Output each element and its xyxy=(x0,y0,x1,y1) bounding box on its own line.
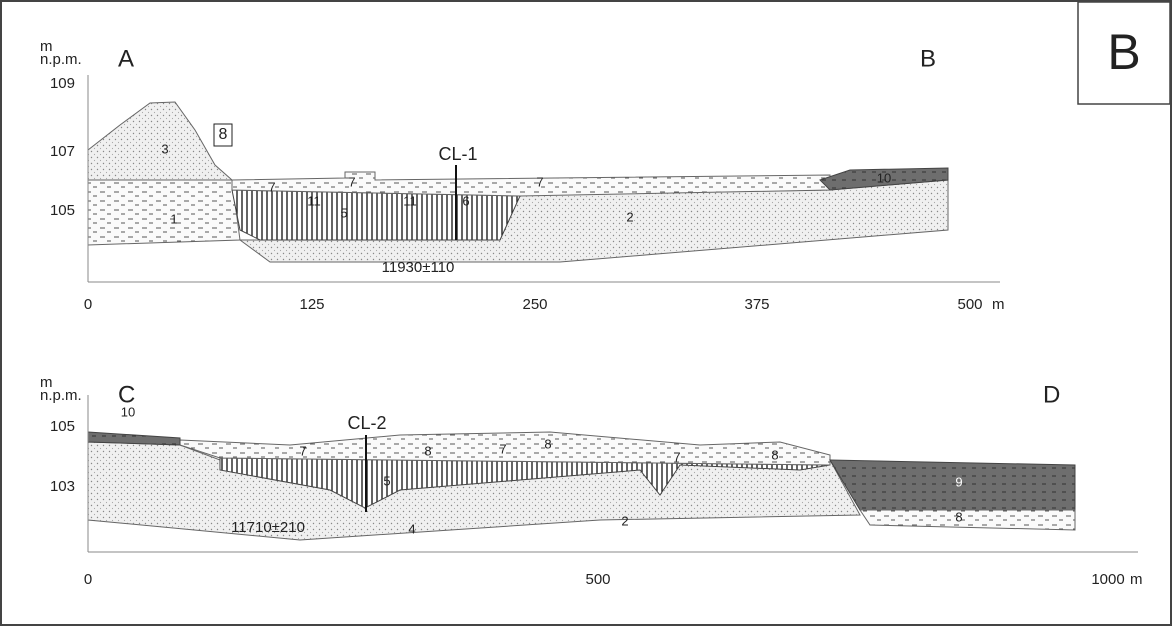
x-label: 250 xyxy=(522,296,547,313)
y-unit: m xyxy=(40,38,53,55)
unit-label: 8 xyxy=(955,509,962,524)
end: B xyxy=(920,45,936,72)
unit-label: 10 xyxy=(877,170,891,185)
unit-label: 10 xyxy=(121,404,135,419)
y-label: 103 xyxy=(50,478,75,495)
x-label: 500 xyxy=(585,571,610,588)
unit-label: 3 xyxy=(161,141,168,156)
y-label: 107 xyxy=(50,143,75,160)
unit-5 xyxy=(219,457,831,509)
x-label: 125 xyxy=(299,296,324,313)
x-label: 500 xyxy=(957,296,982,313)
unit-label: 5 xyxy=(340,205,347,220)
x-label: 375 xyxy=(744,296,769,313)
box xyxy=(213,123,233,147)
unit-label: 11 xyxy=(403,193,417,208)
x-label: 0 xyxy=(84,571,92,588)
unit-label: 5 xyxy=(383,473,390,488)
unit-label: 7 xyxy=(673,449,680,464)
unit-7 xyxy=(231,171,831,197)
x-unit: m xyxy=(992,296,1005,313)
borehole-label: CL-1 xyxy=(438,144,477,164)
unit-label: 1 xyxy=(170,211,177,226)
unit-label: 7 xyxy=(536,174,543,189)
y-label: 105 xyxy=(50,202,75,219)
unit-label: 2 xyxy=(621,513,628,528)
unit-8 xyxy=(859,509,1076,531)
unit-9 xyxy=(829,459,1076,511)
unit-label: 8 xyxy=(219,126,228,143)
date: 11710±210 xyxy=(231,519,305,536)
unit-label: 6 xyxy=(462,193,469,208)
figure-label: B xyxy=(1107,24,1140,80)
profile-top xyxy=(87,75,1000,283)
y-label: 105 xyxy=(50,418,75,435)
profile-bottom xyxy=(87,395,1138,553)
unit-label: 7 xyxy=(299,443,306,458)
unit-label: 8 xyxy=(771,447,778,462)
start: C xyxy=(118,381,135,408)
borehole-label: CL-2 xyxy=(347,413,386,433)
y-unit: m xyxy=(40,374,53,391)
unit-10 xyxy=(819,167,949,191)
x-label: 0 xyxy=(84,296,92,313)
start: A xyxy=(118,45,134,72)
unit-3 xyxy=(87,101,234,181)
unit-label: 4 xyxy=(408,521,415,536)
end: D xyxy=(1043,381,1060,408)
unit-label: 7 xyxy=(499,441,506,456)
unit-label: 9 xyxy=(955,474,962,489)
date: 11930±110 xyxy=(382,259,455,276)
x-unit: m xyxy=(1130,571,1143,588)
y-unit: n.p.m. xyxy=(40,387,82,404)
unit-1 xyxy=(87,179,241,246)
unit-label: 7 xyxy=(348,174,355,189)
unit-label: 8 xyxy=(424,443,431,458)
unit-label: 8 xyxy=(544,436,551,451)
x-label: 1000 xyxy=(1091,571,1124,588)
y-label: 109 xyxy=(50,75,75,92)
unit-5 xyxy=(231,189,521,241)
label-box xyxy=(1077,1,1171,105)
y-unit: n.p.m. xyxy=(40,51,82,68)
unit-label: 2 xyxy=(626,209,633,224)
unit-label: 11 xyxy=(307,193,321,208)
unit-7 xyxy=(179,431,831,466)
unit-label: 7 xyxy=(268,179,275,194)
